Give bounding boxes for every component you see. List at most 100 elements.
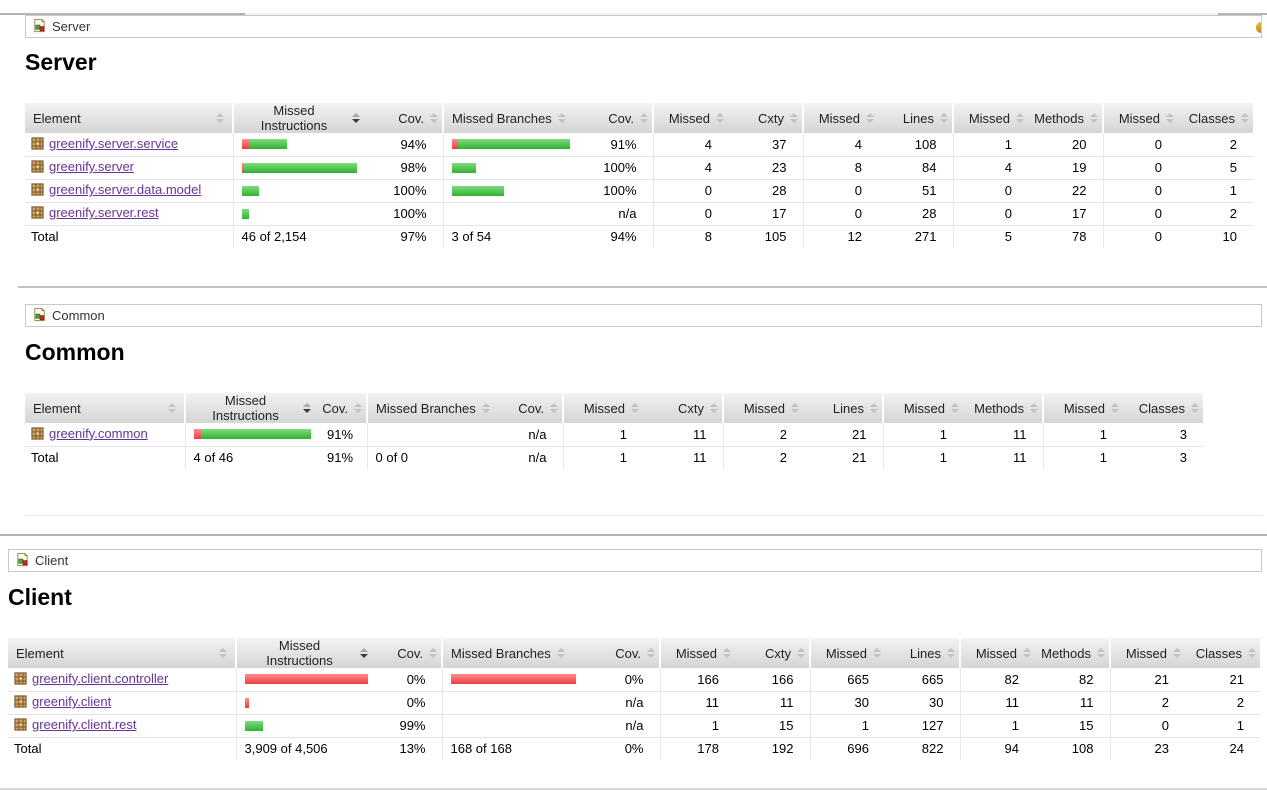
col-header-cov-instructions[interactable]: Cov.: [368, 103, 443, 133]
methods: 11: [963, 423, 1043, 447]
col-header-cov-instructions[interactable]: Cov.: [376, 638, 442, 668]
col-header-cxty[interactable]: Cxty: [728, 103, 803, 133]
package-link[interactable]: greenify.common: [49, 425, 148, 441]
total-missed-classes: 1: [1042, 446, 1123, 469]
table-row: greenify.server 98% 100% 4 23 8 84 4 19 …: [25, 156, 1253, 180]
total-label: Total: [14, 741, 42, 757]
covered-branches-bar: [451, 162, 476, 173]
col-header-missed-cxty[interactable]: Missed: [562, 393, 643, 423]
col-header-cov-branches[interactable]: Cov.: [594, 638, 660, 668]
col-header-element[interactable]: Element: [25, 393, 185, 423]
branch-coverage: 100%: [578, 179, 653, 203]
col-label: Cov.: [397, 645, 423, 661]
col-header-methods[interactable]: Methods: [1028, 103, 1103, 133]
package-link[interactable]: greenify.server.rest: [49, 205, 159, 220]
table-row: greenify.server.service 94% 91% 4 37 4 1…: [25, 133, 1253, 157]
sort-icon: [710, 403, 718, 413]
breadcrumb-label: Common: [52, 308, 105, 323]
col-header-missed-branches[interactable]: Missed Branches: [441, 638, 594, 668]
col-header-missed-branches[interactable]: Missed Branches: [366, 393, 513, 423]
table-total-row: Total 3,909 of 4,506 13% 168 of 168 0% 1…: [8, 737, 1260, 760]
package-link[interactable]: greenify.server.data.model: [49, 182, 202, 197]
package-link[interactable]: greenify.server: [49, 159, 135, 174]
breadcrumb-label: Server: [52, 19, 91, 34]
col-header-element[interactable]: Element: [25, 103, 233, 133]
col-label: Missed: [1125, 645, 1167, 661]
col-header-missed-cxty[interactable]: Missed: [659, 638, 735, 668]
package-link[interactable]: greenify.client.controller: [32, 670, 169, 686]
col-header-missed-instructions[interactable]: Missed Instructions: [184, 393, 319, 423]
sessions-icon-partial[interactable]: [1256, 22, 1261, 33]
sort-icon: [429, 648, 437, 658]
sort-icon: [354, 403, 362, 413]
lines: 21: [803, 423, 883, 447]
col-header-missed-lines[interactable]: Missed: [722, 393, 803, 423]
col-header-missed-lines[interactable]: Missed: [809, 638, 885, 668]
package-icon: [31, 183, 44, 199]
col-header-classes[interactable]: Classes: [1185, 638, 1260, 668]
package-link[interactable]: greenify.client.rest: [32, 717, 137, 732]
classes: 21: [1185, 668, 1260, 692]
col-header-cov-branches[interactable]: Cov.: [513, 393, 563, 423]
covered-branches-bar: [451, 185, 504, 196]
col-header-cxty[interactable]: Cxty: [643, 393, 723, 423]
total-instruction-coverage: 97%: [400, 229, 427, 245]
col-header-element[interactable]: Element: [8, 638, 236, 668]
col-header-methods[interactable]: Methods: [963, 393, 1043, 423]
sort-icon: [168, 403, 176, 413]
col-header-classes[interactable]: Classes: [1123, 393, 1203, 423]
instruction-coverage: 98%: [368, 156, 443, 180]
missed-classes: 21: [1109, 668, 1185, 692]
col-header-missed-methods[interactable]: Missed: [959, 638, 1035, 668]
missed-branches-bar: [450, 674, 576, 685]
table-row: greenify.client.controller 0% 0% 166 166…: [8, 668, 1260, 692]
page-title: Client: [8, 584, 72, 610]
col-label: Element: [33, 400, 81, 416]
missed-classes: 2: [1109, 691, 1185, 715]
package-link[interactable]: greenify.client: [32, 694, 112, 709]
col-header-missed-instructions[interactable]: Missed Instructions: [235, 638, 376, 668]
table-row: greenify.client.rest 99% n/a 1 15 1 127 …: [8, 714, 1260, 738]
total-cxty: 192: [771, 741, 794, 757]
col-header-missed-methods[interactable]: Missed: [882, 393, 963, 423]
table-header-row: Element Missed Instructions Cov. Missed …: [25, 103, 1253, 133]
missed-lines: 0: [802, 179, 878, 203]
col-header-classes[interactable]: Classes: [1178, 103, 1253, 133]
col-header-lines[interactable]: Lines: [878, 103, 953, 133]
col-label: Missed Branches: [452, 110, 552, 126]
sort-icon: [1016, 113, 1024, 123]
col-header-missed-branches[interactable]: Missed Branches: [442, 103, 578, 133]
cxty: 28: [728, 179, 803, 203]
group-report-icon: [32, 307, 47, 325]
sort-icon-sorted: [360, 648, 368, 658]
col-label: Missed: [675, 645, 717, 661]
col-header-lines[interactable]: Lines: [803, 393, 883, 423]
col-header-missed-lines[interactable]: Missed: [802, 103, 878, 133]
col-header-methods[interactable]: Methods: [1035, 638, 1110, 668]
sort-icon: [790, 113, 798, 123]
sort-icon: [430, 113, 438, 123]
classes: 2: [1178, 202, 1253, 226]
col-header-cov-branches[interactable]: Cov.: [578, 103, 653, 133]
col-header-missed-methods[interactable]: Missed: [952, 103, 1028, 133]
col-header-missed-classes[interactable]: Missed: [1109, 638, 1185, 668]
col-header-lines[interactable]: Lines: [885, 638, 960, 668]
col-header-cov-instructions[interactable]: Cov.: [319, 393, 367, 423]
covered-instructions-bar: [243, 162, 357, 173]
methods: 82: [1035, 668, 1110, 692]
branch-coverage: 0%: [594, 668, 660, 692]
col-header-missed-classes[interactable]: Missed: [1042, 393, 1123, 423]
sort-icon: [951, 403, 959, 413]
col-header-missed-classes[interactable]: Missed: [1102, 103, 1178, 133]
methods: 15: [1035, 714, 1110, 738]
col-header-cxty[interactable]: Cxty: [735, 638, 810, 668]
sort-icon: [631, 403, 639, 413]
total-missed-lines: 2: [722, 446, 803, 469]
col-label: Missed: [975, 645, 1017, 661]
col-label: Missed Instructions: [266, 638, 333, 668]
sort-icon: [716, 113, 724, 123]
package-link[interactable]: greenify.server.service: [49, 135, 179, 151]
col-header-missed-instructions[interactable]: Missed Instructions: [232, 103, 368, 133]
cxty: 17: [728, 202, 803, 226]
col-header-missed-cxty[interactable]: Missed: [652, 103, 728, 133]
